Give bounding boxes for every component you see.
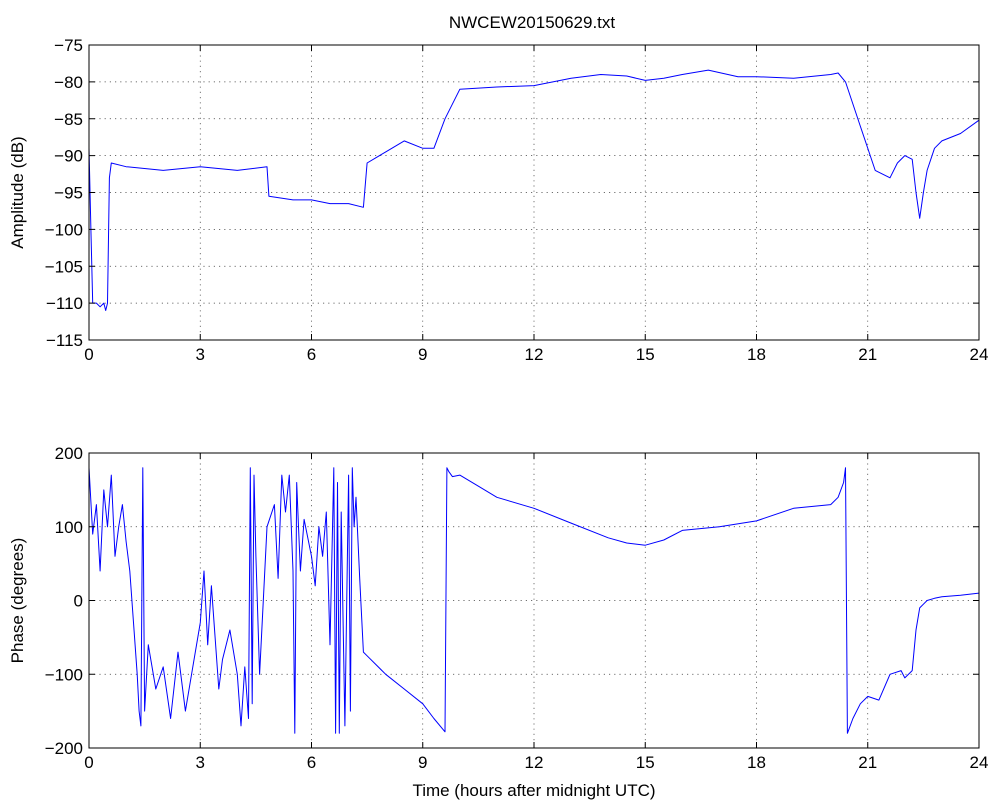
amplitude-y-tick-label: −90 — [54, 147, 83, 166]
amplitude-series-line — [88, 69, 980, 311]
amplitude-y-tick-label: −75 — [54, 36, 83, 55]
amplitude-y-tick-label: −95 — [54, 184, 83, 203]
phase-x-tick-label: 6 — [307, 753, 316, 772]
amplitude-x-tick-label: 15 — [636, 345, 655, 364]
amplitude-y-axis-label: Amplitude (dB) — [8, 136, 27, 248]
phase-y-tick-label: 0 — [74, 592, 83, 611]
phase-x-tick-label: 24 — [970, 753, 989, 772]
phase-y-tick-label: 100 — [55, 518, 83, 537]
phase-x-tick-label: 21 — [858, 753, 877, 772]
phase-y-tick-label: −100 — [45, 665, 83, 684]
amplitude-x-tick-label: 6 — [307, 345, 316, 364]
amplitude-x-tick-label: 21 — [858, 345, 877, 364]
phase-x-tick-label: 3 — [196, 753, 205, 772]
amplitude-plot-area — [88, 44, 980, 341]
amplitude-x-tick-label: 0 — [84, 345, 93, 364]
amplitude-y-tick-label: −100 — [45, 220, 83, 239]
amplitude-x-tick-label: 18 — [747, 345, 766, 364]
phase-panel: 0 3 6 9 12 15 18 21 24 −200 −100 0 100 200 Phase (degr… — [8, 444, 988, 800]
amplitude-x-tick-label: 24 — [970, 345, 989, 364]
amplitude-x-tick-label: 3 — [196, 345, 205, 364]
phase-x-tick-label: 12 — [525, 753, 544, 772]
amplitude-y-tick-label: −105 — [45, 257, 83, 276]
amplitude-y-tick-label: −85 — [54, 110, 83, 129]
phase-x-tick-label: 18 — [747, 753, 766, 772]
amplitude-y-tick-label: −115 — [46, 331, 83, 350]
amplitude-panel: 0 3 6 9 12 15 18 21 24 −115 −110 −105 −100 −95 −90 −85 −… — [8, 36, 988, 364]
amplitude-y-tick-label: −80 — [54, 73, 83, 92]
phase-y-tick-label: 200 — [55, 444, 83, 463]
phase-y-axis-label: Phase (degrees) — [8, 538, 27, 664]
phase-x-tick-label: 9 — [418, 753, 427, 772]
amplitude-x-tick-label: 9 — [418, 345, 427, 364]
phase-series-line — [88, 467, 980, 734]
phase-x-axis-label: Time (hours after midnight UTC) — [412, 781, 655, 800]
phase-x-tick-label: 15 — [636, 753, 655, 772]
phase-x-tick-label: 0 — [84, 753, 93, 772]
phase-y-tick-label: −200 — [45, 739, 83, 758]
amplitude-x-tick-label: 12 — [525, 345, 544, 364]
amplitude-y-tick-label: −110 — [46, 294, 83, 313]
chart-title: NWCEW20150629.txt — [449, 13, 616, 32]
